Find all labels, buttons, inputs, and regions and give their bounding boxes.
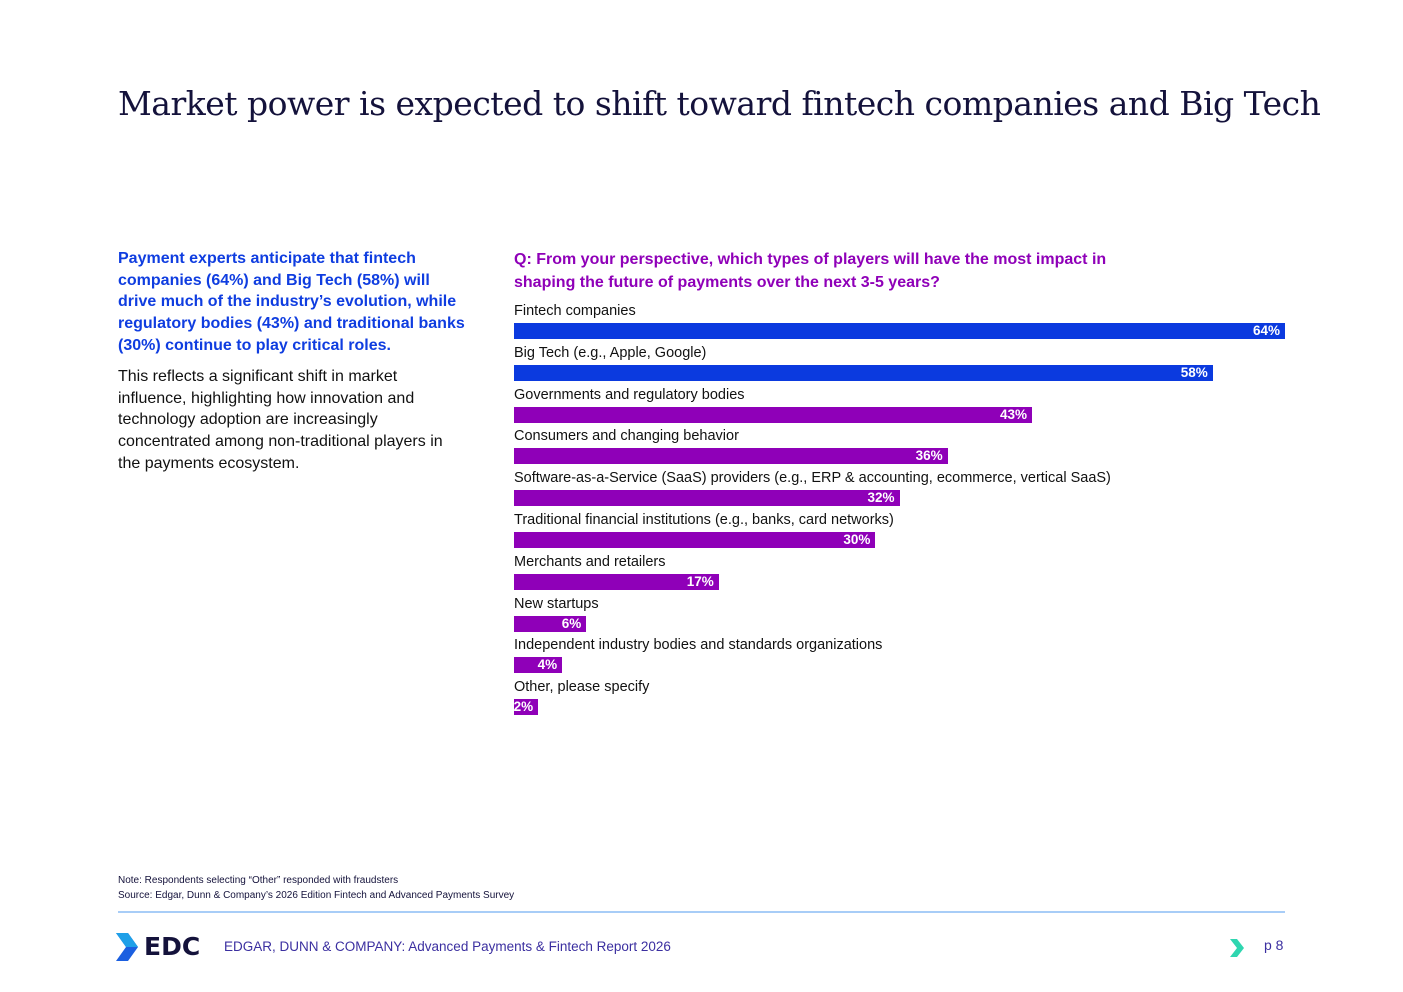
chevron-right-icon — [1230, 939, 1244, 957]
bar: 2% — [513, 699, 539, 716]
footer-divider — [118, 911, 1285, 913]
logo-text: EDC — [144, 932, 201, 961]
bar: 58% — [514, 364, 1213, 381]
lead-summary: Payment experts anticipate that fintech … — [118, 250, 465, 354]
bar: 36% — [514, 448, 948, 465]
chart-row: Governments and regulatory bodies 43% — [514, 387, 1304, 429]
category-label: Consumers and changing behavior — [514, 428, 739, 445]
category-label: Merchants and retailers — [514, 553, 666, 570]
category-label: Independent industry bodies and standard… — [514, 637, 883, 654]
value-label: 64% — [1252, 323, 1280, 338]
bar-chart: Fintech companies 64% Big Tech (e.g., Appl… — [514, 303, 1304, 723]
page-title: Market power is expected to shift toward… — [118, 84, 1321, 123]
edc-chevron-icon — [116, 932, 138, 961]
chart-row: Big Tech (e.g., Apple, Google) 58% — [514, 345, 1304, 387]
body-text: This reflects a significant shift in mar… — [118, 368, 443, 472]
chart-row: New startups 6% — [514, 596, 1304, 638]
value-label: 58% — [1180, 364, 1208, 380]
category-label: Big Tech (e.g., Apple, Google) — [514, 344, 707, 361]
bar: 17% — [514, 573, 719, 590]
category-label: New startups — [514, 595, 599, 612]
footer-text: EDGAR, DUNN & COMPANY: Advanced Payments… — [224, 939, 671, 954]
source: Source: Edgar, Dunn & Company’s 2026 Edi… — [118, 890, 515, 901]
category-label: Other, please specify — [514, 679, 650, 696]
bar: 30% — [514, 532, 876, 548]
category-label: Software-as-a-Service (SaaS) providers (… — [514, 470, 1111, 487]
value-label: 43% — [999, 406, 1028, 422]
bar: 64% — [514, 323, 1285, 339]
value-label: 36% — [915, 448, 943, 464]
chart-row: Merchants and retailers 17% — [514, 554, 1304, 596]
note: Note: Respondents selecting “Other” resp… — [118, 875, 399, 886]
category-label: Fintech companies — [514, 303, 636, 319]
chart-row: Software-as-a-Service (SaaS) providers (… — [514, 470, 1304, 512]
chart-row: Fintech companies 64% — [514, 303, 1304, 345]
bar: 43% — [514, 406, 1033, 423]
page-number: p 8 — [1264, 937, 1284, 953]
bar: 32% — [514, 490, 900, 507]
chart-row: Other, please specify 2% — [514, 679, 1304, 721]
value-label: 17% — [686, 573, 714, 589]
value-label: 32% — [867, 490, 895, 506]
chart-row: Traditional financial institutions (e.g.… — [514, 512, 1304, 554]
category-label: Traditional financial institutions (e.g.… — [514, 512, 894, 528]
chart-title: Q: From your perspective, which types of… — [514, 251, 1107, 291]
chart-row: Independent industry bodies and standard… — [514, 637, 1304, 679]
bar: 4% — [514, 657, 563, 674]
value-label: 30% — [843, 532, 871, 547]
category-label: Governments and regulatory bodies — [514, 386, 745, 403]
value-label: 4% — [537, 657, 558, 673]
bar: 6% — [514, 615, 587, 632]
edc-logo: EDC — [116, 932, 200, 961]
value-label: 2% — [513, 699, 534, 715]
chart-row: Consumers and changing behavior 36% — [514, 428, 1304, 470]
value-label: 6% — [561, 615, 582, 631]
footnotes: Note: Respondents selecting “Other” resp… — [118, 873, 514, 903]
